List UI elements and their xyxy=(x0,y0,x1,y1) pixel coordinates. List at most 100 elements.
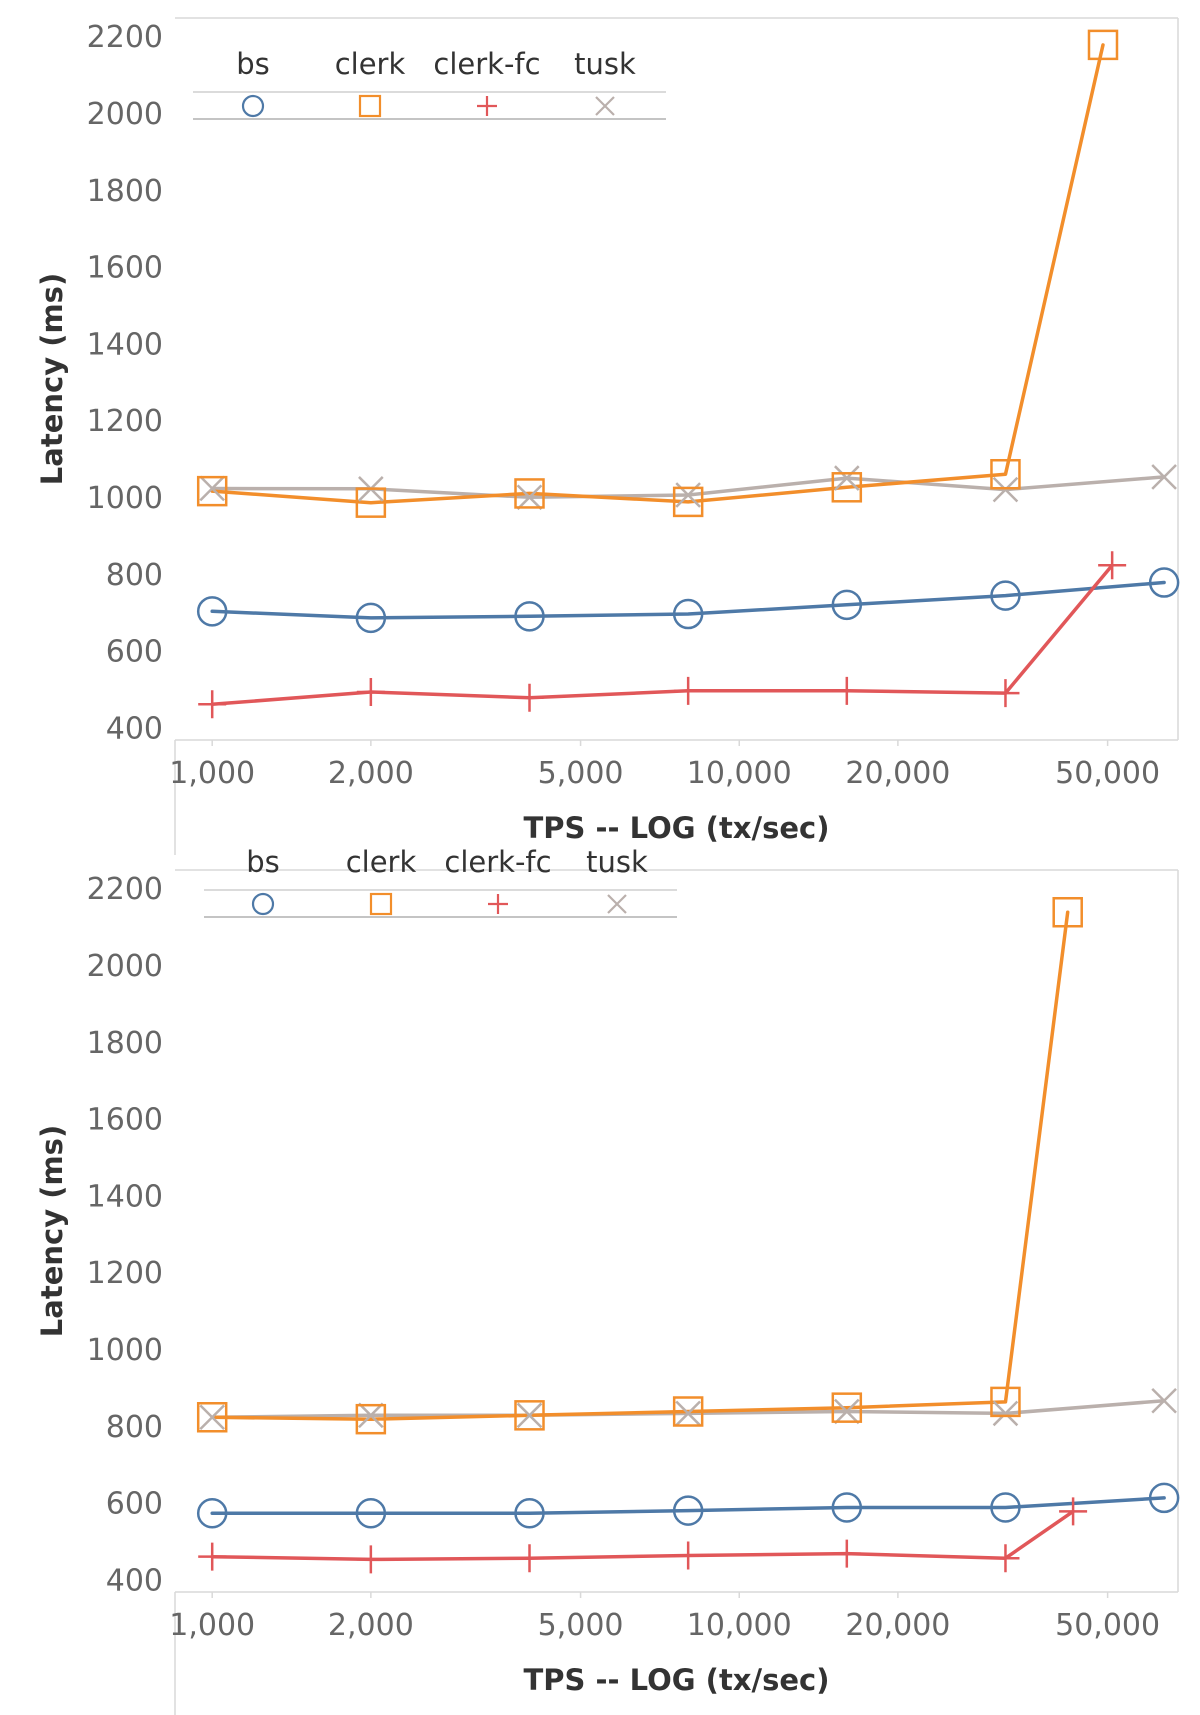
x-tick-label: 5,000 xyxy=(538,1608,624,1643)
x-tick-label: 1,000 xyxy=(169,756,255,791)
legend-marker-clerk xyxy=(358,94,382,118)
data-point-clerk xyxy=(672,1396,704,1427)
data-point-clerk-fc xyxy=(198,690,227,719)
legend-marker-bs xyxy=(241,94,265,118)
y-tick-label: 1200 xyxy=(87,1256,163,1291)
data-point-tusk xyxy=(516,484,543,511)
data-point-clerk-fc xyxy=(991,1544,1020,1573)
data-point-clerk-fc xyxy=(1059,1497,1088,1526)
data-point-clerk xyxy=(990,1386,1021,1418)
data-point-tusk xyxy=(675,1400,701,1427)
y-tick-label: 1600 xyxy=(87,1103,163,1138)
data-point-clerk xyxy=(355,487,387,518)
data-point-clerk xyxy=(1052,896,1083,928)
y-tick-label: 1000 xyxy=(87,481,163,516)
data-point-tusk xyxy=(992,476,1019,503)
data-point-tusk xyxy=(834,465,860,491)
data-point-bs xyxy=(831,1492,863,1523)
x-axis-title: TPS -- LOG (tx/sec) xyxy=(524,1663,830,1697)
data-point-tusk xyxy=(834,1398,860,1425)
series-line-clerk xyxy=(210,43,1105,505)
y-tick-label: 400 xyxy=(106,711,163,746)
y-tick-label: 400 xyxy=(106,1563,163,1598)
data-point-bs xyxy=(672,598,704,630)
data-point-bs xyxy=(355,1498,387,1529)
data-point-bs xyxy=(196,596,228,627)
series-line-clerk-fc xyxy=(210,563,1114,707)
data-point-bs xyxy=(514,1498,545,1529)
data-point-bs xyxy=(990,580,1021,611)
data-point-clerk xyxy=(196,1402,228,1433)
data-point-clerk-fc xyxy=(832,1539,861,1568)
series-line-clerk-fc xyxy=(210,1509,1075,1562)
x-tick-label: 1,000 xyxy=(169,1608,255,1643)
y-tick-label: 800 xyxy=(106,1410,163,1445)
data-point-tusk xyxy=(992,1400,1019,1427)
data-point-clerk-fc xyxy=(356,1545,385,1574)
data-point-bs xyxy=(1148,567,1180,598)
legend-label-clerk-fc: clerk-fc xyxy=(444,845,551,879)
data-point-bs xyxy=(514,601,545,632)
data-point-clerk xyxy=(196,475,228,507)
data-point-clerk-fc xyxy=(674,676,703,705)
data-point-tusk xyxy=(1151,1387,1177,1414)
y-tick-label: 600 xyxy=(106,635,163,670)
data-point-clerk-fc xyxy=(1098,551,1127,580)
x-tick-label: 10,000 xyxy=(687,756,792,791)
data-point-tusk xyxy=(199,475,225,502)
data-point-clerk xyxy=(831,472,863,503)
y-tick-label: 2200 xyxy=(87,872,163,907)
series-line-clerk xyxy=(210,910,1070,1421)
data-point-clerk xyxy=(1087,29,1119,61)
data-point-clerk-fc xyxy=(991,679,1020,708)
data-point-clerk-fc xyxy=(832,676,861,705)
data-point-clerk-fc xyxy=(198,1542,227,1571)
legend-label-tusk: tusk xyxy=(586,845,648,879)
chart-panel-1: 400 600 800 1000 1200 1400 1600 1800 2000 2200 1,0… xyxy=(35,17,1180,855)
legend-marker-bs xyxy=(251,892,275,916)
y-tick-label: 2000 xyxy=(87,97,163,132)
legend-marker-tusk xyxy=(607,894,627,914)
series-line-bs xyxy=(210,1496,1166,1516)
y-tick-label: 2000 xyxy=(87,949,163,984)
y-tick-label: 1800 xyxy=(87,174,163,209)
y-tick-label: 800 xyxy=(106,558,163,593)
data-point-clerk xyxy=(514,478,545,509)
legend-label-bs: bs xyxy=(236,47,270,81)
x-tick-label: 20,000 xyxy=(845,756,950,791)
data-point-bs xyxy=(831,589,863,621)
data-point-bs xyxy=(355,602,387,634)
y-tick-label: 1800 xyxy=(87,1026,163,1061)
x-axis-title: TPS -- LOG (tx/sec) xyxy=(524,811,830,845)
y-axis-title: Latency (ms) xyxy=(35,273,69,485)
series-line-bs xyxy=(210,580,1166,620)
legend-label-clerk: clerk xyxy=(335,47,406,81)
legend-label-clerk: clerk xyxy=(346,845,417,879)
x-tick-label: 50,000 xyxy=(1055,1608,1160,1643)
legend-marker-clerk xyxy=(369,892,393,916)
data-point-tusk xyxy=(1151,464,1177,490)
legend-marker-tusk xyxy=(595,96,615,116)
y-tick-label: 600 xyxy=(106,1487,163,1522)
data-point-tusk xyxy=(516,1402,543,1429)
y-axis-title: Latency (ms) xyxy=(35,1125,69,1337)
x-tick-label: 10,000 xyxy=(687,1608,792,1643)
data-point-bs xyxy=(1148,1482,1180,1514)
x-tick-label: 2,000 xyxy=(328,1608,414,1643)
x-tick-label: 20,000 xyxy=(845,1608,950,1643)
chart-panel-2: 400 600 800 1000 1200 1400 1600 1800 2000 2200 1,0… xyxy=(35,845,1180,1715)
data-point-clerk-fc xyxy=(674,1541,703,1570)
y-tick-label: 1400 xyxy=(87,1179,163,1214)
data-point-clerk-fc xyxy=(356,677,385,706)
x-tick-label: 50,000 xyxy=(1055,756,1160,791)
data-point-bs xyxy=(196,1498,228,1529)
data-point-clerk xyxy=(831,1392,863,1423)
legend-label-bs: bs xyxy=(246,845,280,879)
y-tick-label: 1600 xyxy=(87,251,163,286)
y-tick-label: 2200 xyxy=(87,20,163,55)
legend-label-clerk-fc: clerk-fc xyxy=(433,47,540,81)
data-point-clerk xyxy=(672,486,704,518)
y-tick-label: 1400 xyxy=(87,327,163,362)
data-point-clerk xyxy=(514,1400,545,1431)
